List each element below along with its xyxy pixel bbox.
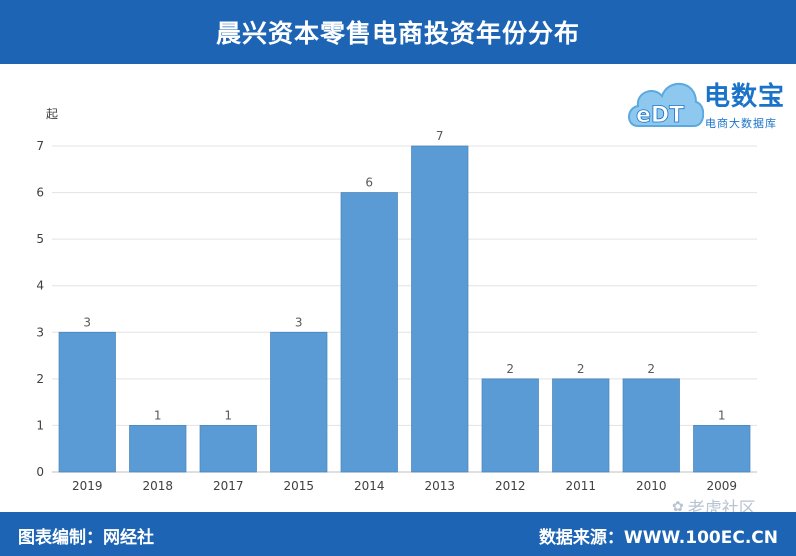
bar	[481, 378, 539, 473]
y-tick-label: 7	[36, 139, 44, 153]
data-label: 7	[436, 129, 444, 143]
logo-mark-text: eDT	[636, 103, 684, 128]
data-label: 2	[577, 362, 585, 376]
y-tick-label: 4	[36, 279, 44, 293]
footer-banner: 图表编制：网经社 数据来源：WWW.100EC.CN	[0, 512, 796, 556]
x-tick-label: 2010	[636, 479, 667, 493]
data-label: 6	[365, 176, 373, 190]
title-banner: 晨兴资本零售电商投资年份分布	[0, 0, 796, 64]
bar	[129, 425, 187, 473]
x-tick-label: 2014	[354, 479, 385, 493]
x-tick-label: 2009	[706, 479, 737, 493]
bar	[199, 425, 257, 473]
page-title: 晨兴资本零售电商投资年份分布	[215, 19, 580, 48]
data-labels: 3 1 1 3 6 7 2 2 2 1	[83, 129, 725, 422]
footer-editor: 图表编制：网经社	[18, 528, 154, 548]
logo: eDT 电数宝 电商大数据库	[624, 70, 790, 136]
y-tick-label: 3	[36, 325, 44, 339]
x-tick-label: 2018	[142, 479, 173, 493]
cloud-logo-icon: eDT	[628, 82, 705, 128]
data-label: 3	[83, 315, 91, 329]
logo-brand: 电数宝	[704, 82, 786, 112]
data-label: 2	[647, 362, 655, 376]
y-tick-label: 5	[36, 232, 44, 246]
bar	[411, 145, 469, 473]
bar	[552, 378, 610, 473]
y-tick-label: 1	[36, 418, 44, 432]
x-tick-label: 2015	[283, 479, 314, 493]
y-axis-label: 起	[46, 107, 58, 121]
logo-subtitle: 电商大数据库	[705, 117, 777, 130]
data-label: 3	[295, 315, 303, 329]
bar	[622, 378, 680, 473]
y-tick-label: 6	[36, 186, 44, 200]
data-label: 1	[224, 408, 232, 422]
footer-source: 数据来源：WWW.100EC.CN	[538, 528, 778, 548]
y-tick-label: 0	[36, 465, 44, 479]
bar	[270, 331, 328, 473]
bar	[340, 192, 398, 473]
x-tick-label: 2011	[565, 479, 596, 493]
bar	[693, 425, 751, 473]
x-tick-label: 2019	[72, 479, 103, 493]
data-label: 1	[718, 408, 726, 422]
y-tick-labels: 0 1 2 3 4 5 6 7	[36, 139, 44, 479]
y-tick-label: 2	[36, 372, 44, 386]
x-tick-label: 2013	[424, 479, 455, 493]
bars-group	[58, 145, 751, 473]
bar	[58, 331, 116, 473]
x-tick-label: 2012	[495, 479, 526, 493]
x-tick-labels: 2019 2018 2017 2015 2014 2013 2012 2011 2010 2009	[72, 479, 737, 493]
data-label: 1	[154, 408, 162, 422]
paw-icon: ✿	[672, 498, 684, 515]
x-tick-label: 2017	[213, 479, 244, 493]
data-label: 2	[506, 362, 514, 376]
